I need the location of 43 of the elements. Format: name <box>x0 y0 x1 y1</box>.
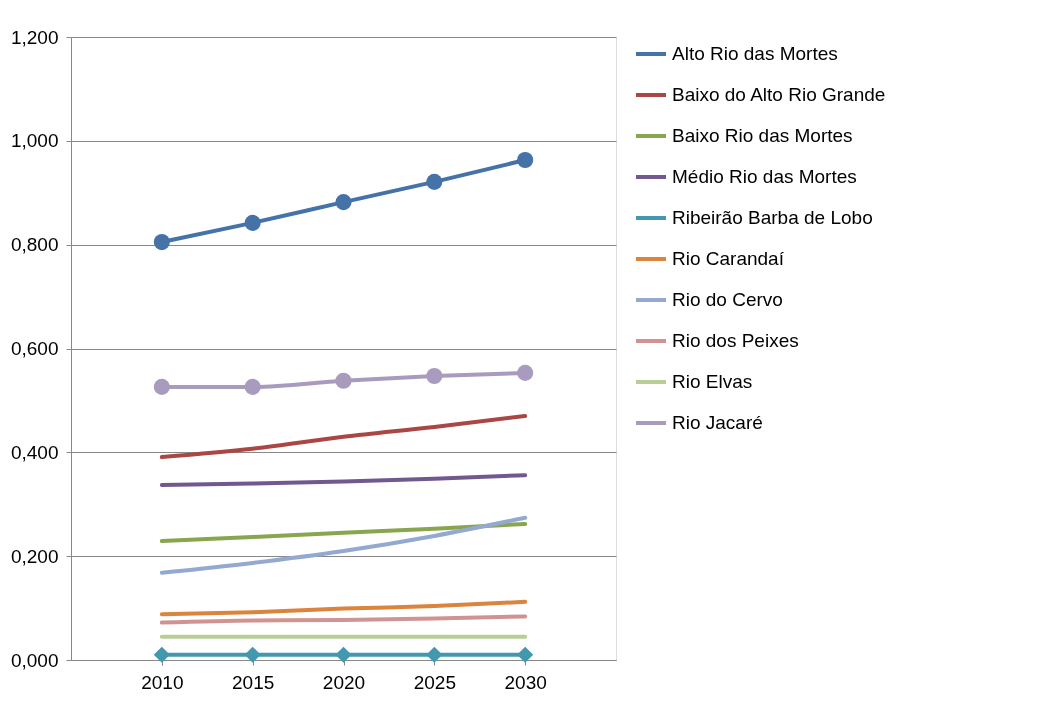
y-tick-label: 1,200 <box>10 26 59 48</box>
point <box>335 646 352 663</box>
point <box>426 173 443 190</box>
y-tick-label: 1,000 <box>10 130 59 152</box>
line-series <box>159 473 528 488</box>
line-series <box>159 599 528 617</box>
point <box>335 372 352 389</box>
point <box>244 378 261 395</box>
x-tick-label: 2010 <box>141 671 184 693</box>
point <box>153 646 170 663</box>
point <box>244 214 261 231</box>
line-series <box>159 413 528 460</box>
point <box>426 646 443 663</box>
legend-label: Médio Rio das Mortes <box>672 166 857 187</box>
y-tick-label: 0,800 <box>10 234 59 256</box>
y-tick-label: 0,400 <box>10 441 59 463</box>
x-tick-label: 2015 <box>232 671 275 693</box>
legend-label: Rio Elvas <box>672 371 753 392</box>
x-tick-label: 2030 <box>504 671 547 693</box>
legend-label: Alto Rio das Mortes <box>672 43 838 64</box>
point <box>153 378 170 395</box>
legend-label: Rio Jacaré <box>672 412 763 433</box>
y-tick-label: 0,600 <box>10 338 59 359</box>
line-series <box>159 521 528 544</box>
point <box>335 194 352 211</box>
line-series <box>159 614 528 625</box>
legend-label: Baixo do Alto Rio Grande <box>672 84 886 105</box>
legend-label: Baixo Rio das Mortes <box>672 125 853 146</box>
point <box>426 367 443 385</box>
y-tick-label: 0,000 <box>10 649 59 671</box>
point <box>517 646 534 663</box>
legend-label: Rio Carandaí <box>672 248 785 269</box>
x-tick-label: 2020 <box>322 671 366 693</box>
point <box>153 234 170 251</box>
line-series <box>159 515 528 575</box>
point <box>244 646 261 663</box>
legend-label: Rio do Cervo <box>672 289 783 310</box>
y-tick-label: 0,200 <box>10 545 59 567</box>
point <box>517 364 534 381</box>
point <box>517 152 534 169</box>
x-tick-label: 2025 <box>413 671 456 693</box>
legend-label: Rio dos Peixes <box>672 330 799 351</box>
legend-label: Ribeirão Barba de Lobo <box>672 207 873 228</box>
